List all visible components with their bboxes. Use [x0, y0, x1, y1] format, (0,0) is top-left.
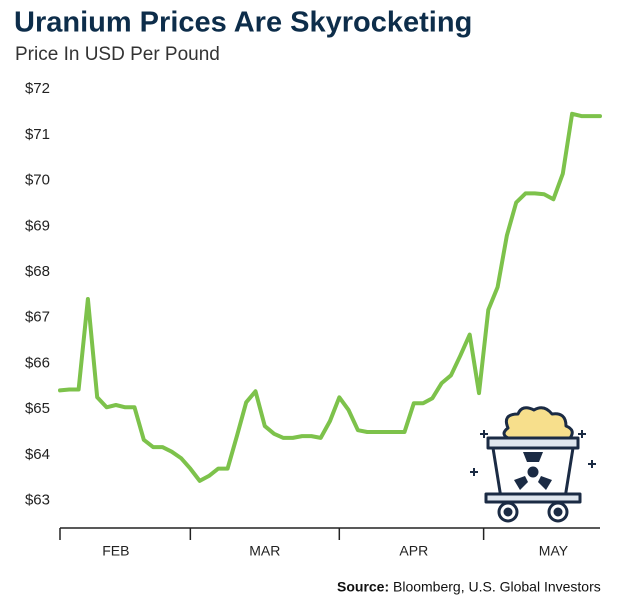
y-tick-label: $65 — [25, 400, 50, 417]
x-tick-label: MAR — [249, 543, 280, 559]
y-tick-label: $72 — [25, 80, 50, 97]
x-tick-label: MAY — [539, 543, 569, 559]
chart-subtitle: Price In USD Per Pound — [15, 44, 220, 65]
y-tick-label: $68 — [25, 263, 50, 280]
y-tick-label: $63 — [25, 492, 50, 509]
source-text: Bloomberg, U.S. Global Investors — [393, 579, 601, 595]
y-tick-label: $71 — [25, 126, 50, 143]
source-label: Source: — [337, 579, 389, 595]
x-tick-label: FEB — [102, 543, 129, 559]
chart-title: Uranium Prices Are Skyrocketing — [14, 7, 472, 39]
y-tick-label: $69 — [25, 217, 50, 234]
y-tick-label: $66 — [25, 354, 50, 371]
y-tick-label: $67 — [25, 309, 50, 326]
y-tick-label: $64 — [25, 446, 50, 463]
x-tick-label: APR — [399, 543, 428, 559]
y-tick-label: $70 — [25, 172, 50, 189]
price-line — [58, 111, 602, 483]
mine-cart-icon — [470, 406, 596, 523]
